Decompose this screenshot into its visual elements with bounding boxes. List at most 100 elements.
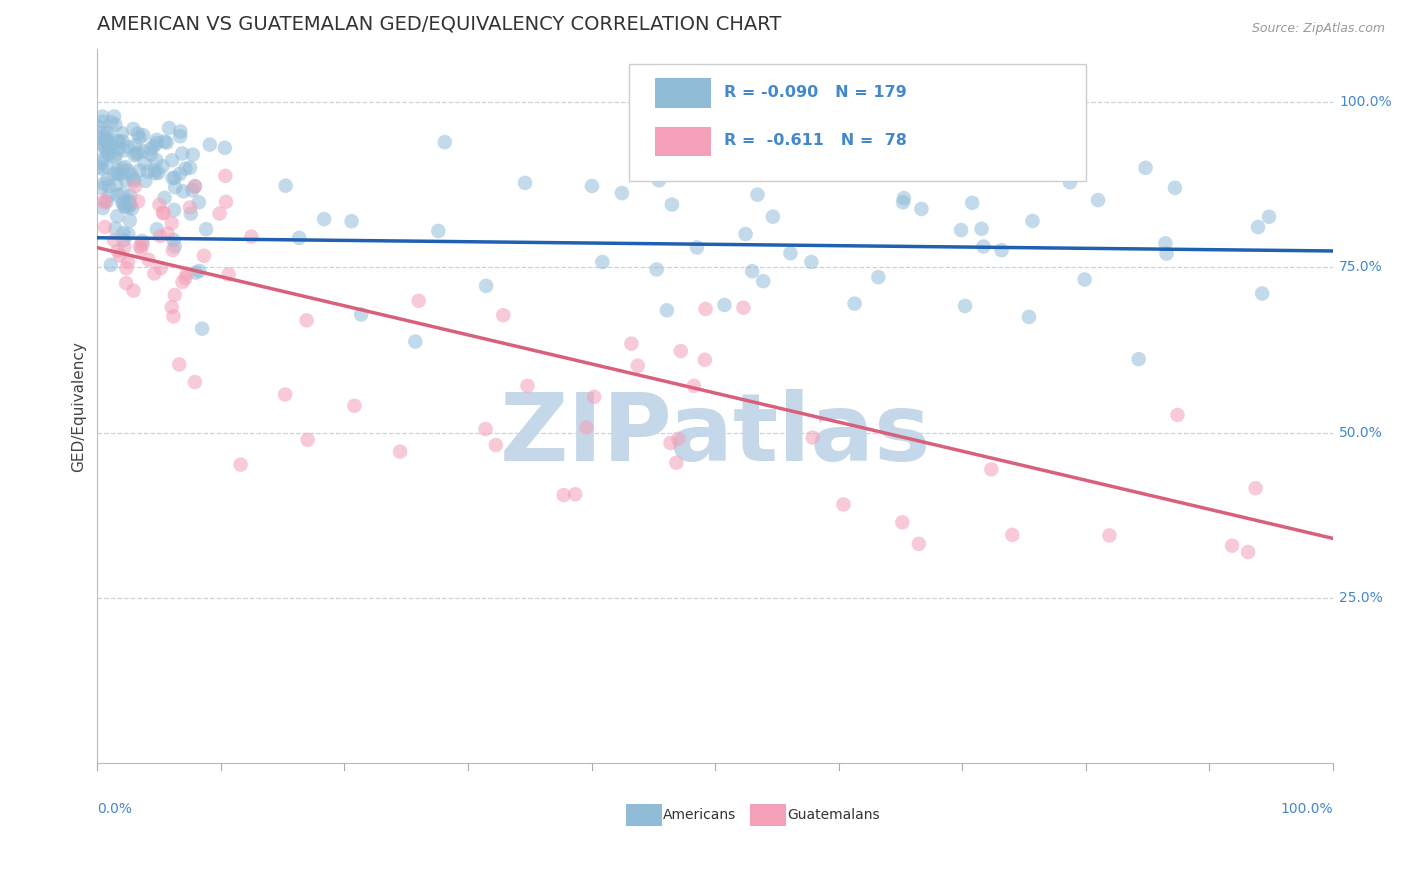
Point — [695, 301, 717, 316]
Point — [143, 163, 166, 178]
Point — [172, 275, 194, 289]
Point — [115, 261, 138, 276]
Point — [115, 276, 138, 290]
Point — [114, 200, 136, 214]
Point — [117, 227, 139, 242]
Point — [564, 487, 586, 501]
Point — [100, 115, 122, 129]
Point — [188, 264, 211, 278]
Point — [620, 336, 643, 351]
FancyBboxPatch shape — [626, 805, 662, 826]
Point — [475, 279, 498, 293]
Point — [93, 177, 115, 191]
Point — [163, 239, 186, 253]
Point — [297, 433, 319, 447]
Point — [156, 227, 179, 241]
Point — [516, 378, 538, 392]
Point — [127, 194, 149, 209]
Point — [172, 184, 194, 198]
Point — [107, 188, 129, 202]
Point — [648, 173, 671, 187]
Point — [427, 224, 450, 238]
Point — [1156, 246, 1178, 260]
Point — [214, 141, 236, 155]
Point — [741, 264, 763, 278]
Point — [1087, 193, 1109, 207]
Point — [112, 226, 135, 240]
Point — [91, 114, 114, 128]
Point — [93, 194, 115, 208]
Point — [666, 432, 689, 446]
Point — [513, 176, 536, 190]
Point — [97, 141, 120, 155]
Point — [162, 244, 184, 258]
Point — [124, 179, 146, 194]
Point — [832, 498, 855, 512]
Point — [128, 130, 150, 145]
Point — [90, 130, 112, 145]
Point — [801, 430, 824, 444]
Point — [553, 488, 575, 502]
Point — [1062, 131, 1084, 145]
Point — [111, 161, 134, 176]
Point — [343, 399, 366, 413]
Point — [117, 164, 139, 178]
Point — [111, 186, 134, 201]
Point — [89, 136, 111, 150]
Point — [94, 134, 117, 148]
Point — [800, 255, 823, 269]
Point — [96, 130, 118, 145]
Point — [408, 293, 430, 308]
Point — [153, 135, 176, 149]
Point — [91, 125, 114, 139]
Point — [122, 122, 145, 136]
Point — [1244, 481, 1267, 495]
Point — [100, 258, 122, 272]
Point — [187, 195, 209, 210]
Point — [274, 178, 297, 193]
Point — [89, 120, 111, 134]
Point — [1251, 286, 1274, 301]
Point — [198, 137, 221, 152]
Point — [124, 148, 146, 162]
Text: Source: ZipAtlas.com: Source: ZipAtlas.com — [1251, 22, 1385, 36]
Point — [104, 148, 127, 162]
Point — [132, 145, 155, 159]
Point — [127, 145, 149, 160]
Point — [669, 344, 692, 359]
Point — [117, 140, 139, 154]
Point — [96, 126, 118, 140]
Point — [184, 179, 207, 194]
Point — [713, 298, 735, 312]
Point — [162, 310, 184, 324]
Point — [980, 462, 1002, 476]
Point — [134, 174, 156, 188]
Point — [111, 195, 134, 210]
Point — [891, 516, 914, 530]
Point — [97, 172, 120, 186]
Point — [114, 240, 136, 254]
Text: 100.0%: 100.0% — [1281, 802, 1333, 816]
Y-axis label: GED/Equivalency: GED/Equivalency — [72, 341, 86, 472]
Point — [94, 143, 117, 157]
Point — [96, 160, 118, 174]
Point — [103, 233, 125, 247]
Point — [91, 110, 114, 124]
Point — [184, 266, 207, 280]
Point — [645, 262, 668, 277]
Point — [179, 161, 201, 175]
Point — [148, 198, 170, 212]
Point — [90, 155, 112, 169]
Point — [779, 246, 801, 260]
Point — [1237, 545, 1260, 559]
Text: R = -0.090   N = 179: R = -0.090 N = 179 — [724, 85, 907, 100]
Point — [474, 422, 496, 436]
Point — [129, 242, 152, 256]
Text: 100.0%: 100.0% — [1339, 95, 1392, 110]
Point — [970, 221, 993, 235]
Point — [152, 206, 174, 220]
Point — [163, 170, 186, 185]
Point — [163, 202, 186, 217]
Point — [115, 200, 138, 214]
Point — [195, 222, 218, 236]
